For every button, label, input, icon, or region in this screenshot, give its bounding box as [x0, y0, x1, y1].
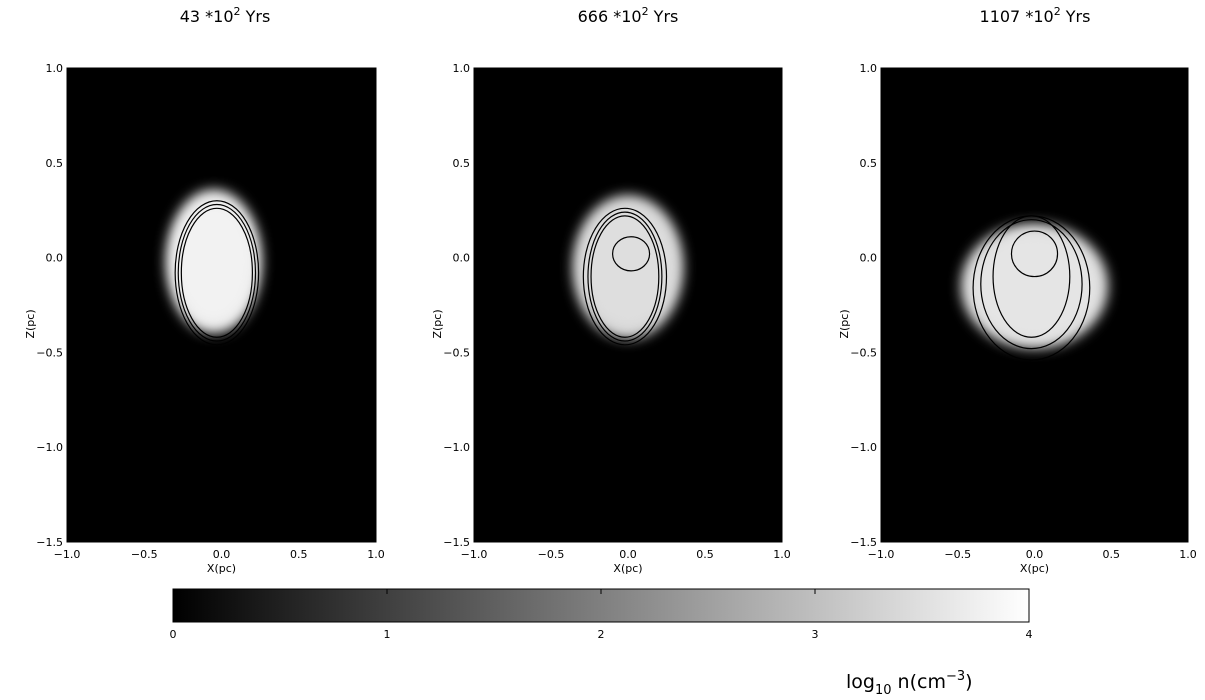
y-axis-label: Z(pc)	[838, 309, 851, 338]
panel-title: 1107 *102 Yrs	[980, 5, 1091, 26]
x-axis-label: X(pc)	[613, 562, 642, 575]
cloud-core	[971, 232, 1098, 340]
plot-frame	[473, 67, 783, 543]
panel-3: 1107 *102 Yrs−1.0 −0.5 0.0 0.5 1.0X(pc)−1.5−…	[838, 5, 1197, 575]
x-tick-label: 0.5	[1103, 548, 1121, 561]
colorbar-label: log10 n(cm−3)	[846, 669, 973, 698]
x-tick-label: 1.0	[1179, 548, 1197, 561]
x-tick-label: 0.5	[290, 548, 308, 561]
y-tick-label: −1.0	[443, 441, 470, 454]
y-tick-label: 1.0	[453, 62, 471, 75]
x-axis-label: X(pc)	[207, 562, 236, 575]
contour-line	[174, 200, 260, 346]
x-tick-label: −0.5	[944, 548, 971, 561]
x-axis-label: X(pc)	[1020, 562, 1049, 575]
y-tick-label: −1.5	[443, 536, 470, 549]
y-tick-label: 1.0	[46, 62, 64, 75]
cloud-core	[173, 200, 255, 323]
contour-line	[587, 211, 663, 342]
panel-title: 43 *102 Yrs	[180, 5, 271, 26]
y-tick-label: 0.5	[860, 157, 878, 170]
y-tick-label: 0.0	[453, 252, 471, 265]
x-tick-label: −1.0	[868, 548, 895, 561]
y-tick-label: −1.5	[36, 536, 63, 549]
x-tick-label: −1.0	[461, 548, 488, 561]
y-tick-label: 1.0	[860, 62, 878, 75]
x-tick-label: −0.5	[131, 548, 158, 561]
x-tick-label: 1.0	[367, 548, 385, 561]
cloud-core	[580, 205, 676, 329]
x-tick-label: 0.0	[1026, 548, 1044, 561]
y-tick-label: −0.5	[850, 346, 877, 359]
y-axis-label: Z(pc)	[24, 309, 37, 338]
y-tick-label: 0.5	[46, 157, 64, 170]
y-tick-label: 0.5	[453, 157, 471, 170]
y-tick-label: −1.5	[850, 536, 877, 549]
y-tick-label: 0.0	[46, 252, 64, 265]
x-tick-label: 0.0	[213, 548, 231, 561]
colorbar-gradient	[172, 588, 1030, 623]
contour-line	[590, 215, 660, 338]
colorbar-tick-label: 4	[1026, 628, 1033, 641]
x-tick-label: 0.5	[696, 548, 714, 561]
x-tick-label: −1.0	[54, 548, 81, 561]
panel-title: 666 *102 Yrs	[578, 5, 679, 26]
x-tick-label: −0.5	[538, 548, 565, 561]
panel-2: 666 *102 Yrs−1.0 −0.5 0.0 0.5 1.0X(pc)−1.5−1…	[431, 5, 791, 575]
plot-frame	[66, 67, 377, 543]
contour-line	[972, 215, 1091, 361]
colorbar-tick-label: 2	[598, 628, 605, 641]
x-tick-label: 0.0	[619, 548, 637, 561]
contour-line	[1010, 230, 1059, 278]
panel-1: 43 *102 Yrs−1.0 −0.5 0.0 0.5 1.0X(pc)−1.5−1.…	[24, 5, 385, 575]
y-tick-label: −1.0	[36, 441, 63, 454]
contour-line	[177, 203, 257, 342]
colorbar-tick-label: 0	[170, 628, 177, 641]
y-tick-label: 0.0	[860, 252, 878, 265]
contour-line	[180, 207, 254, 338]
y-tick-label: −1.0	[850, 441, 877, 454]
colorbar: 0 1 2 3 4 log10 n(cm−3)	[170, 588, 1033, 698]
y-tick-label: −0.5	[36, 346, 63, 359]
colorbar-tick-label: 3	[812, 628, 819, 641]
contour-line	[582, 207, 668, 346]
y-tick-label: −0.5	[443, 346, 470, 359]
contour-line	[980, 219, 1083, 350]
colorbar-tick-label: 1	[384, 628, 391, 641]
contour-line	[612, 236, 651, 272]
plot-frame	[880, 67, 1189, 543]
x-tick-label: 1.0	[773, 548, 791, 561]
y-axis-label: Z(pc)	[431, 309, 444, 338]
